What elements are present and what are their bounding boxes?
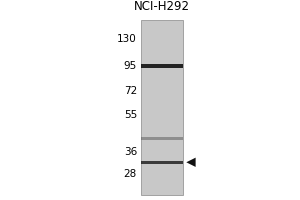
Text: 95: 95 [124, 61, 137, 71]
Bar [141, 20, 183, 195]
Bar [141, 137, 183, 140]
Bar [141, 161, 183, 164]
Bar [141, 64, 183, 68]
Text: 36: 36 [124, 147, 137, 157]
Text: NCI-H292: NCI-H292 [134, 0, 190, 13]
Text: 130: 130 [117, 34, 137, 44]
Polygon shape [186, 158, 196, 167]
Text: 72: 72 [124, 86, 137, 96]
Text: 28: 28 [124, 169, 137, 179]
Text: 55: 55 [124, 110, 137, 120]
